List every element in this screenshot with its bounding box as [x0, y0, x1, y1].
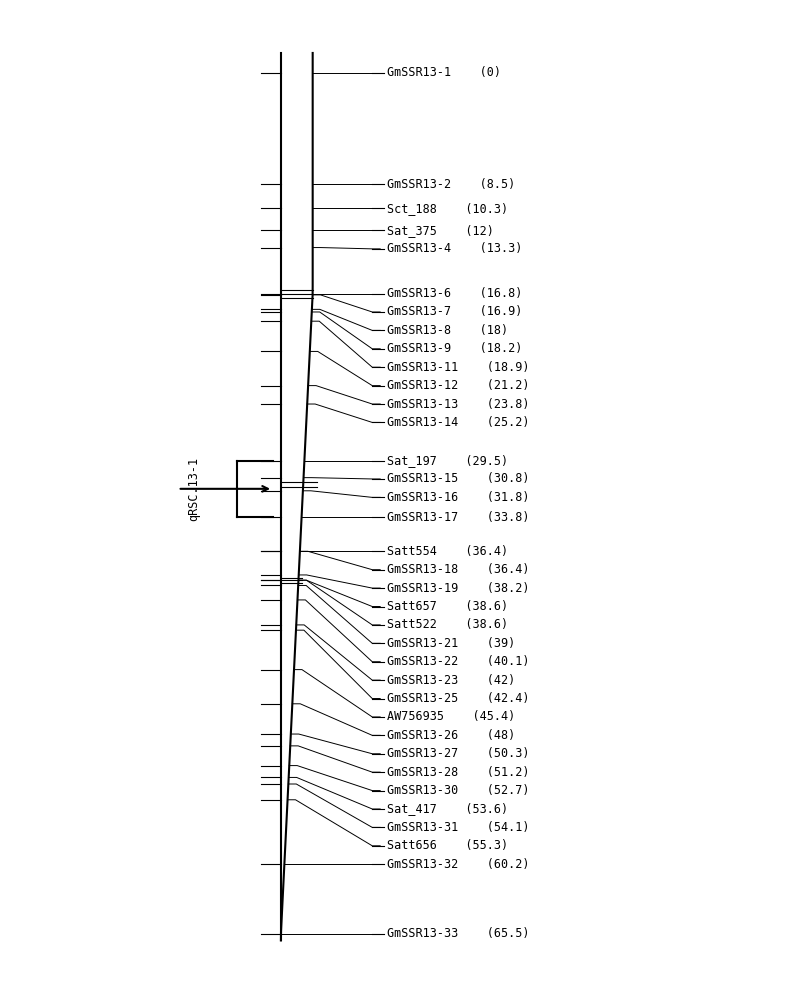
Text: GmSSR13-1    (0): GmSSR13-1 (0) — [386, 66, 500, 79]
Text: Sct_188    (10.3): Sct_188 (10.3) — [386, 202, 507, 215]
Text: GmSSR13-28    (51.2): GmSSR13-28 (51.2) — [386, 766, 529, 779]
Text: GmSSR13-25    (42.4): GmSSR13-25 (42.4) — [386, 692, 529, 705]
Text: GmSSR13-23    (42): GmSSR13-23 (42) — [386, 674, 515, 687]
Text: AW756935    (45.4): AW756935 (45.4) — [386, 710, 515, 723]
Text: GmSSR13-16    (31.8): GmSSR13-16 (31.8) — [386, 491, 529, 504]
Text: GmSSR13-22    (40.1): GmSSR13-22 (40.1) — [386, 655, 529, 668]
Text: GmSSR13-21    (39): GmSSR13-21 (39) — [386, 637, 515, 650]
Text: Sat_417    (53.6): Sat_417 (53.6) — [386, 802, 507, 815]
Text: GmSSR13-32    (60.2): GmSSR13-32 (60.2) — [386, 858, 529, 871]
Text: GmSSR13-6    (16.8): GmSSR13-6 (16.8) — [386, 287, 522, 300]
Text: GmSSR13-11    (18.9): GmSSR13-11 (18.9) — [386, 361, 529, 374]
Text: Satt554    (36.4): Satt554 (36.4) — [386, 545, 507, 558]
Text: GmSSR13-8    (18): GmSSR13-8 (18) — [386, 324, 507, 337]
Text: Sat_197    (29.5): Sat_197 (29.5) — [386, 454, 507, 467]
Text: GmSSR13-19    (38.2): GmSSR13-19 (38.2) — [386, 582, 529, 595]
Text: Satt657    (38.6): Satt657 (38.6) — [386, 600, 507, 613]
Text: qRSC.13-1: qRSC.13-1 — [187, 457, 200, 521]
Text: GmSSR13-17    (33.8): GmSSR13-17 (33.8) — [386, 511, 529, 524]
Text: GmSSR13-13    (23.8): GmSSR13-13 (23.8) — [386, 398, 529, 411]
Text: GmSSR13-7    (16.9): GmSSR13-7 (16.9) — [386, 305, 522, 318]
Text: GmSSR13-27    (50.3): GmSSR13-27 (50.3) — [386, 747, 529, 760]
Text: GmSSR13-33    (65.5): GmSSR13-33 (65.5) — [386, 927, 529, 940]
Text: GmSSR13-18    (36.4): GmSSR13-18 (36.4) — [386, 563, 529, 576]
Text: GmSSR13-9    (18.2): GmSSR13-9 (18.2) — [386, 342, 522, 355]
Text: Sat_375    (12): Sat_375 (12) — [386, 224, 494, 237]
Text: GmSSR13-15    (30.8): GmSSR13-15 (30.8) — [386, 472, 529, 485]
Text: Satt522    (38.6): Satt522 (38.6) — [386, 618, 507, 631]
Text: GmSSR13-31    (54.1): GmSSR13-31 (54.1) — [386, 821, 529, 834]
Text: GmSSR13-14    (25.2): GmSSR13-14 (25.2) — [386, 416, 529, 429]
Text: GmSSR13-2    (8.5): GmSSR13-2 (8.5) — [386, 178, 515, 191]
Text: GmSSR13-4    (13.3): GmSSR13-4 (13.3) — [386, 242, 522, 255]
Text: GmSSR13-12    (21.2): GmSSR13-12 (21.2) — [386, 379, 529, 392]
Text: GmSSR13-26    (48): GmSSR13-26 (48) — [386, 729, 515, 742]
Text: GmSSR13-30    (52.7): GmSSR13-30 (52.7) — [386, 784, 529, 797]
Text: Satt656    (55.3): Satt656 (55.3) — [386, 839, 507, 852]
